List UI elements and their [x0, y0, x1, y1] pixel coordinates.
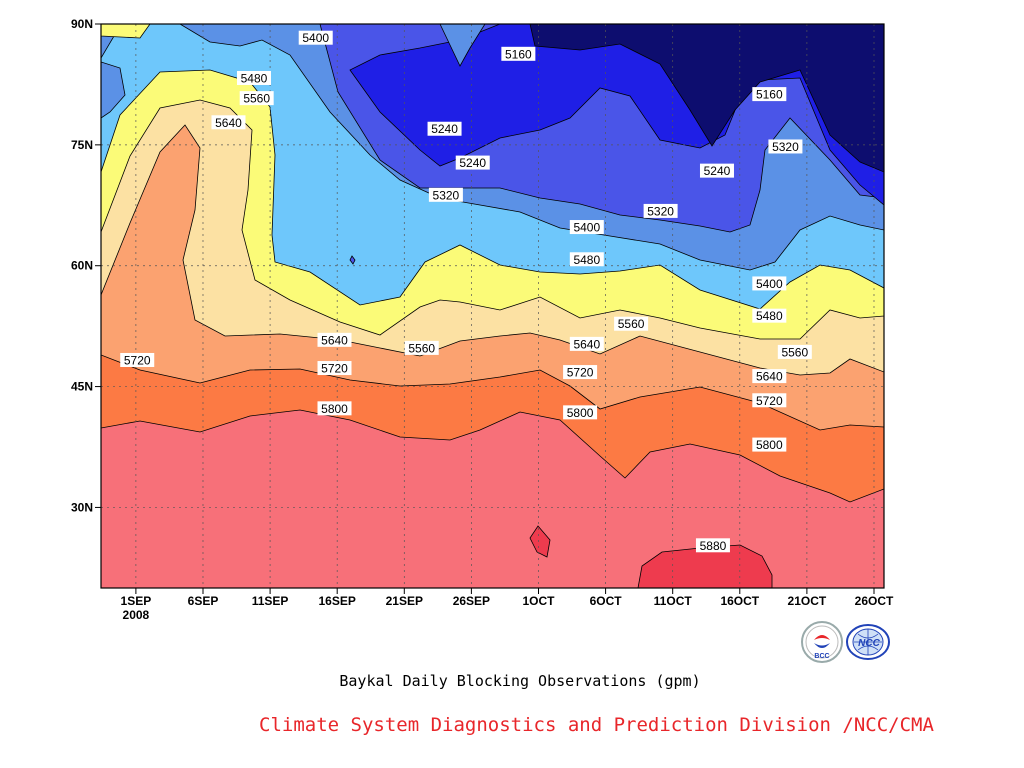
contour-label-box — [643, 203, 678, 218]
contour-label: 5400 — [302, 31, 329, 45]
contour-label: 5320 — [647, 204, 674, 218]
contour-label: 5800 — [567, 406, 594, 420]
contour-label: 5640 — [573, 337, 600, 351]
gridlines — [101, 24, 884, 588]
contour-label: 5800 — [321, 402, 348, 416]
plot-frame — [100, 23, 885, 589]
small-closed-contour — [349, 255, 356, 265]
contour-label: 5560 — [618, 317, 645, 331]
contour-label: 5640 — [756, 370, 783, 384]
x-tick-label: 21SEP — [386, 594, 423, 608]
contour-label: 5480 — [573, 253, 600, 267]
contour-label-box — [239, 91, 274, 106]
contour-label-box — [699, 163, 734, 178]
contour-label-box — [298, 30, 333, 45]
contour-label: 5480 — [756, 309, 783, 323]
x-tick-label: 6OCT — [590, 594, 623, 608]
contour-label-box — [569, 252, 604, 267]
ncc-logo-text: NCC — [858, 638, 880, 649]
contour-label-box — [317, 361, 352, 376]
contour-label: 5880 — [700, 539, 727, 553]
ridge-notch-lightblue — [439, 24, 486, 67]
contour-label-box — [752, 393, 787, 408]
contour-label-box — [569, 336, 604, 351]
y-tick-label: 90N — [71, 17, 93, 31]
contour-label-box — [752, 276, 787, 291]
west-lobe-blue — [101, 61, 126, 119]
contour-label-box — [317, 401, 352, 416]
contour-label-box — [404, 340, 439, 355]
contour-label-box — [614, 316, 649, 331]
contour-label-box — [236, 70, 271, 85]
contour-label: 5560 — [781, 345, 808, 359]
contour-label: 5160 — [756, 88, 783, 102]
contour-label-box — [563, 405, 598, 420]
contour-label: 5560 — [408, 341, 435, 355]
contour-label: 5480 — [241, 71, 268, 85]
x-year-label: 2008 — [123, 608, 150, 622]
x-tick-label: 6SEP — [188, 594, 219, 608]
y-tick-label: 30N — [71, 500, 93, 514]
contour-label: 5560 — [243, 92, 270, 106]
contour-label: 5160 — [505, 47, 532, 61]
band-top-yellow — [101, 24, 151, 39]
band-above-5880-a — [529, 525, 551, 558]
bcc-logo: BCC — [800, 620, 844, 664]
contour-label: 5720 — [567, 366, 594, 380]
y-tick-label: 75N — [71, 138, 93, 152]
contour-label: 5720 — [756, 394, 783, 408]
y-axis: 30N 45N 60N 75N 90N — [71, 17, 101, 514]
ncc-logo: NCC — [846, 620, 890, 664]
contour-label: 5240 — [459, 156, 486, 170]
contour-label: 5240 — [431, 122, 458, 136]
credit-line: Climate System Diagnostics and Predictio… — [259, 714, 934, 736]
x-tick-label: 1OCT — [522, 594, 555, 608]
contour-label-box — [501, 46, 536, 61]
contour-label: 5400 — [573, 221, 600, 235]
x-tick-label: 11OCT — [654, 594, 693, 608]
contour-label-box — [455, 155, 490, 170]
y-tick-label: 45N — [71, 380, 93, 394]
contour-label-box — [569, 220, 604, 235]
x-tick-label: 21OCT — [788, 594, 827, 608]
contour-label: 5640 — [321, 333, 348, 347]
contour-fill-layer — [101, 24, 884, 588]
contour-label-box — [695, 538, 730, 553]
y-tick-label: 60N — [71, 259, 93, 273]
contour-label-box — [752, 437, 787, 452]
contour-label: 5240 — [704, 164, 731, 178]
contour-label-box — [752, 369, 787, 384]
contour-label: 5720 — [321, 362, 348, 376]
contour-label-box — [777, 344, 812, 359]
bcc-logo-text: BCC — [814, 653, 829, 660]
chart-caption: Baykal Daily Blocking Observations (gpm) — [339, 672, 701, 690]
x-tick-label: 26OCT — [855, 594, 894, 608]
contour-label-box — [428, 187, 463, 202]
x-tick-label: 1SEP — [121, 594, 152, 608]
contour-label-box — [427, 121, 462, 136]
band-above-5880-b — [637, 544, 773, 588]
x-tick-label: 16OCT — [720, 594, 759, 608]
band-below-5160 — [529, 24, 884, 173]
contour-label: 5800 — [756, 438, 783, 452]
contour-label-box — [768, 139, 803, 154]
contour-label-box — [211, 115, 246, 130]
x-axis: 1SEP 6SEP 11SEP 16SEP 21SEP 26SEP 1OCT 6OCT 11OC… — [121, 588, 894, 622]
x-tick-label: 16SEP — [319, 594, 356, 608]
x-tick-label: 11SEP — [252, 594, 289, 608]
contour-labels: 5160 5160 5240 5240 5240 5320 5320 5320 5400 5400… — [120, 30, 812, 553]
contour-label-box — [752, 87, 787, 102]
contour-label: 5720 — [124, 353, 151, 367]
contour-label-box — [120, 352, 155, 367]
contour-label-box — [317, 332, 352, 347]
contour-label-box — [563, 365, 598, 380]
contour-label: 5320 — [772, 140, 799, 154]
contour-label-box — [752, 308, 787, 323]
contour-label: 5400 — [756, 277, 783, 291]
contour-label: 5640 — [215, 116, 242, 130]
x-tick-label: 26SEP — [453, 594, 490, 608]
contour-label: 5320 — [433, 188, 460, 202]
